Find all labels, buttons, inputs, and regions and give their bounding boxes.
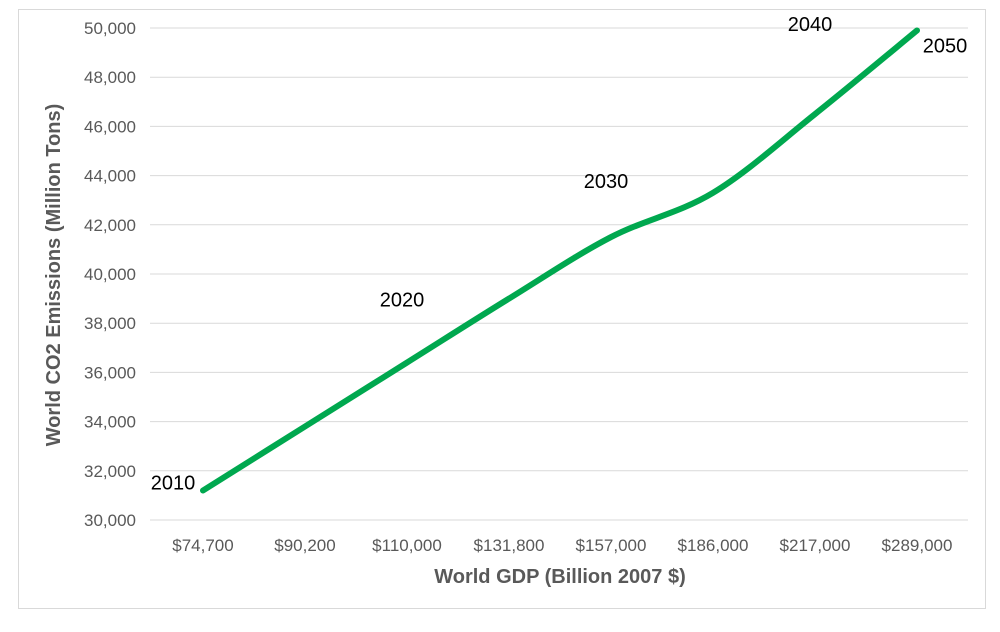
y-tick-label: 42,000 <box>84 216 136 235</box>
point-label: 2040 <box>788 14 833 36</box>
y-tick-label: 48,000 <box>84 68 136 87</box>
data-point <box>712 192 714 194</box>
x-tick-label: $131,800 <box>474 536 545 555</box>
point-label: 2050 <box>923 35 968 57</box>
y-tick-label: 34,000 <box>84 413 136 432</box>
y-axis-title: World CO2 Emissions (Million Tons) <box>43 104 65 447</box>
x-tick-label: $74,700 <box>172 536 233 555</box>
x-axis-title: World GDP (Billion 2007 $) <box>434 566 686 588</box>
x-tick-label: $157,000 <box>576 536 647 555</box>
y-tick-label: 30,000 <box>84 511 136 530</box>
point-label: 2010 <box>151 472 196 494</box>
data-point <box>202 489 204 491</box>
data-point <box>406 362 408 364</box>
x-tick-label: $90,200 <box>274 536 335 555</box>
y-tick-label: 40,000 <box>84 265 136 284</box>
gridlines <box>150 27 968 521</box>
y-tick-label: 50,000 <box>84 19 136 38</box>
point-label: 2020 <box>380 290 425 312</box>
y-axis-ticks: 30,000 32,000 34,000 36,000 38,000 40,000 42,0… <box>84 19 136 530</box>
y-tick-label: 32,000 <box>84 462 136 481</box>
data-point <box>304 426 306 428</box>
y-tick-label: 46,000 <box>84 117 136 136</box>
point-labels: 2010 2020 2030 2040 2050 <box>151 14 968 494</box>
x-axis-ticks: $74,700 $90,200 $110,000 $131,800 $157,000 $1… <box>172 536 952 555</box>
series-layer <box>200 27 920 494</box>
data-point <box>814 113 816 115</box>
y-tick-label: 44,000 <box>84 167 136 186</box>
point-label: 2030 <box>584 171 629 193</box>
data-point <box>916 29 918 31</box>
data-point <box>610 236 612 238</box>
y-tick-label: 36,000 <box>84 363 136 382</box>
series-line <box>200 27 920 494</box>
x-tick-label: $217,000 <box>780 536 851 555</box>
x-tick-label: $110,000 <box>372 536 442 555</box>
x-tick-label: $289,000 <box>882 536 953 555</box>
data-point <box>508 298 510 300</box>
x-tick-label: $186,000 <box>678 536 749 555</box>
y-tick-label: 38,000 <box>84 314 136 333</box>
